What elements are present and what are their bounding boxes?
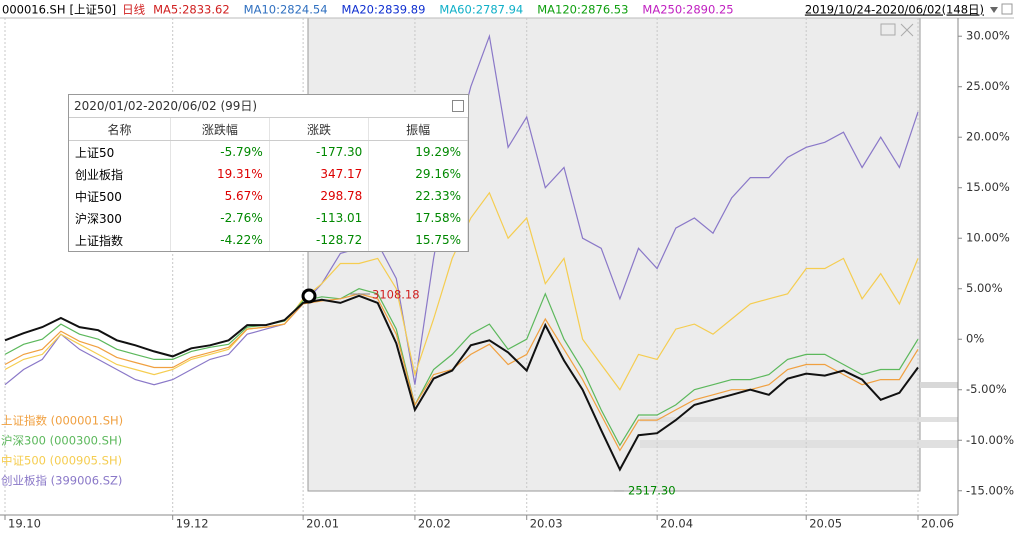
stats-cell: 22.33% [368, 185, 468, 207]
x-tick-label: 19.12 [176, 517, 209, 531]
stats-cell: -5.79% [170, 140, 270, 163]
column-header: 涨跌幅 [170, 118, 270, 141]
y-tick-label: -15.00% [966, 483, 1014, 497]
stats-cell: -128.72 [269, 229, 370, 251]
y-tick-label: -10.00% [966, 433, 1014, 447]
stock-name: [上证50] [70, 3, 117, 17]
stats-close[interactable] [452, 100, 464, 112]
stats-cell: 17.58% [368, 207, 468, 229]
stats-cell: 298.78 [269, 185, 370, 207]
ma-value: MA10:2824.54 [244, 3, 328, 17]
x-tick-label: 20.03 [530, 517, 563, 531]
stats-row: 上证50 -5.79% -177.30 19.29% [69, 140, 468, 163]
period: 日线 [122, 3, 145, 17]
header: 000016.SH [上证50] 日线 MA5:2833.62 MA10:2824.54… [2, 3, 984, 17]
column-header: 涨跌 [269, 118, 370, 141]
legend-entry: 创业板指 (399006.SZ) [1, 474, 122, 488]
panel-close[interactable] [900, 23, 914, 37]
stats-row: 中证500 5.67% 298.78 22.33% [69, 185, 468, 207]
y-tick-label: 15.00% [966, 180, 1010, 194]
header-row: 名称 涨跌幅 涨跌 振幅 [69, 118, 468, 141]
ma-value: MA250:2890.25 [642, 3, 733, 17]
annotation: 2517.30 [628, 484, 676, 498]
legend-entry: 沪深300 (000300.SH) [1, 434, 122, 448]
series-line [4, 293, 919, 452]
stats-row: 创业板指 19.31% 347.17 29.16% [69, 163, 468, 185]
dropdown[interactable] [990, 7, 998, 13]
stats-cell: -2.76% [170, 207, 270, 229]
stats-name: 沪深300 [69, 207, 172, 229]
stats-cell: 19.29% [368, 140, 468, 163]
panel-restore[interactable] [880, 23, 896, 36]
ma-value: MA5:2833.62 [153, 3, 230, 17]
annotation: 3108.18 [372, 288, 420, 302]
stats-cell: -177.30 [269, 140, 370, 163]
y-tick-label: 5.00% [966, 281, 1003, 295]
stats-name: 创业板指 [69, 163, 172, 185]
stats-panel: 2020/01/02-2020/06/02 (99日) 名称 涨跌幅 涨跌 振幅 上证5… [68, 94, 469, 252]
code: 000016.SH [2, 3, 66, 17]
legend-entry: 上证指数 (000001.SH) [1, 414, 123, 428]
cursor [301, 288, 317, 304]
x-tick-label: 19.10 [8, 517, 41, 531]
stats-cell: 15.75% [368, 229, 468, 251]
y-tick-label: 0% [966, 332, 984, 346]
stats-cell: 19.31% [170, 163, 270, 185]
ma-value: MA60:2787.94 [439, 3, 523, 17]
x-tick-label: 20.05 [809, 517, 842, 531]
series-line [4, 288, 919, 447]
y-tick-label: 10.00% [966, 231, 1010, 245]
column-header: 名称 [69, 118, 172, 141]
settings-icon[interactable] [1001, 3, 1013, 15]
x-tick-label: 20.02 [418, 517, 451, 531]
stats-cell: 29.16% [368, 163, 468, 185]
stats-row: 沪深300 -2.76% -113.01 17.58% [69, 207, 468, 229]
stats-table: 名称 涨跌幅 涨跌 振幅 上证50 -5.79% -177.30 19.29% 创业板指 19.3… [69, 118, 468, 251]
stats-cell: 347.17 [269, 163, 370, 185]
stats-title: 2020/01/02-2020/06/02 (99日) [69, 95, 468, 118]
legend-entry: 中证500 (000905.SH) [1, 454, 122, 468]
stats-cell: 5.67% [170, 185, 270, 207]
price-band [640, 417, 958, 422]
x-tick-label: 20.04 [660, 517, 693, 531]
stats-cell: -113.01 [269, 207, 370, 229]
x-tick-label: 20.06 [921, 517, 954, 531]
price-band [640, 440, 958, 448]
y-tick-label: 30.00% [966, 29, 1010, 43]
stats-name: 上证指数 [69, 229, 172, 251]
stats-name: 上证50 [69, 140, 172, 163]
date-range: 2019/10/24-2020/06/02(148日) [805, 3, 984, 17]
stats-title-text: 2020/01/02-2020/06/02 (99日) [74, 99, 258, 113]
stats-name: 中证500 [69, 185, 172, 207]
x-tick-label: 20.01 [306, 517, 339, 531]
y-tick-label: 25.00% [966, 79, 1010, 93]
price-band [920, 382, 958, 388]
y-tick-label: 20.00% [966, 130, 1010, 144]
y-tick-label: -5.00% [966, 382, 1007, 396]
ma-value: MA20:2839.89 [342, 3, 426, 17]
ma-value: MA120:2876.53 [537, 3, 628, 17]
stats-row: 上证指数 -4.22% -128.72 15.75% [69, 229, 468, 251]
column-header: 振幅 [368, 118, 468, 141]
series-line [4, 294, 919, 472]
stats-cell: -4.22% [170, 229, 270, 251]
